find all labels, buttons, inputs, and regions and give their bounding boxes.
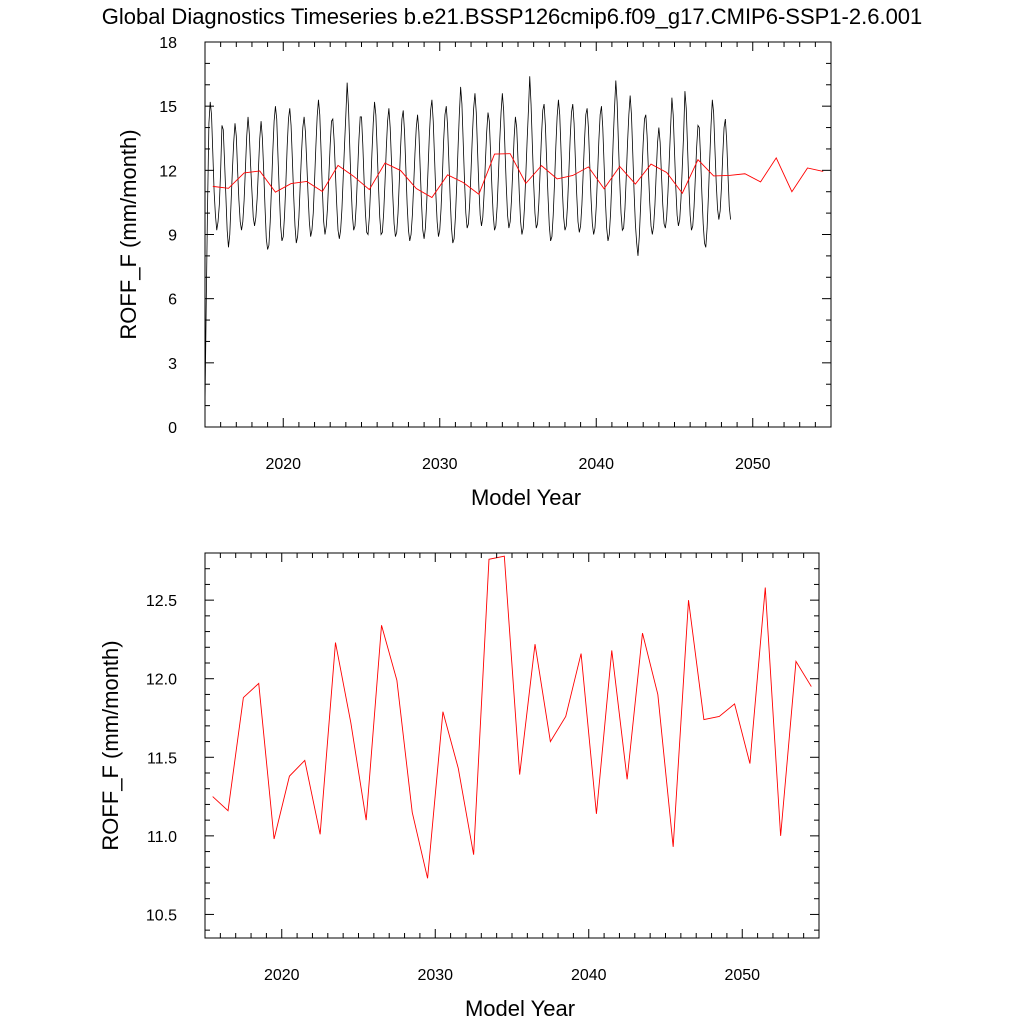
bottom-panel: 2020 2030 2040 2050 10.5 11.0 11.5 12.0 12.5 Mode…: [98, 552, 820, 1021]
x-tick-label: 2020: [264, 967, 300, 984]
monthly-series-line: [205, 76, 731, 406]
x-tick-label: 2040: [571, 967, 607, 984]
plot-frame: [204, 552, 820, 939]
plot-frame: [204, 41, 832, 428]
annual-mean-series-line: [212, 555, 812, 879]
x-tick-label: 2020: [265, 456, 301, 473]
y-tick-label: 15: [159, 99, 177, 116]
y-tick-label: 11.5: [147, 750, 177, 767]
y-tick-label: 0: [168, 420, 177, 437]
x-axis-label: Model Year: [471, 485, 581, 510]
x-tick-label: 2030: [422, 456, 458, 473]
figure-title: Global Diagnostics Timeseries b.e21.BSSP…: [102, 4, 923, 29]
y-tick-label: 6: [168, 292, 177, 309]
y-axis-label: ROFF_F (mm/month): [116, 129, 141, 339]
x-tick-label: 2040: [578, 456, 614, 473]
y-tick-label: 11.0: [147, 829, 177, 846]
x-tick-label: 2050: [735, 456, 771, 473]
y-tick-label: 9: [168, 228, 177, 245]
y-tick-label: 12: [159, 163, 177, 180]
x-axis-label: Model Year: [465, 996, 575, 1021]
y-tick-label: 3: [168, 356, 177, 373]
y-tick-label: 10.5: [146, 907, 177, 924]
top-panel: 2020 2030 2040 2050 0 3 6 9 12 15 18 Model Year ROFF…: [116, 35, 832, 510]
y-tick-label: 18: [159, 35, 177, 52]
y-tick-label: 12.0: [146, 672, 177, 689]
x-tick-label: 2030: [417, 967, 453, 984]
y-tick-label: 12.5: [146, 593, 177, 610]
annual-mean-series-line: [212, 153, 824, 199]
x-tick-label: 2050: [724, 967, 760, 984]
y-axis-label: ROFF_F (mm/month): [98, 640, 123, 850]
